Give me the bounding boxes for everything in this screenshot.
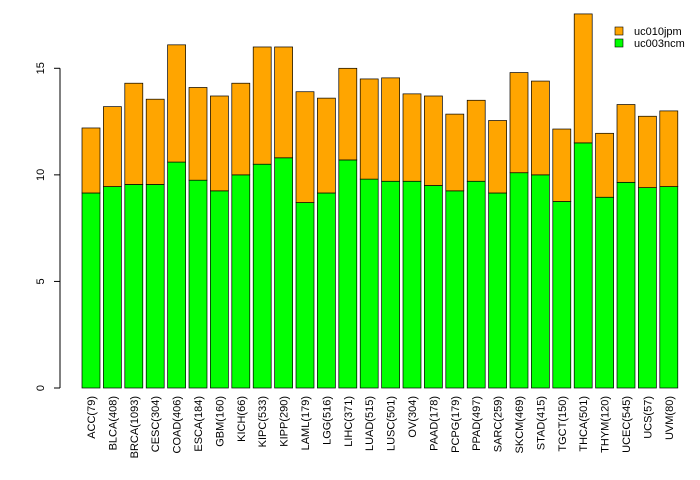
- x-tick-label: GBM(160): [214, 396, 226, 447]
- bar-uc010jpm-uvm-80: [659, 110, 679, 187]
- bar-uc010jpm-thca-501: [573, 13, 593, 144]
- bar-uc003ncm-uvm-80: [659, 186, 679, 389]
- bar-uc010jpm-lusc-501: [381, 77, 400, 182]
- x-tick-label: KIPC(533): [257, 396, 269, 447]
- x-tick-label: BRCA(1093): [129, 396, 141, 458]
- y-tick-label: 10: [35, 169, 47, 181]
- bar-uc003ncm-gbm-160: [210, 190, 229, 389]
- x-tick-label: ESCA(184): [193, 396, 205, 452]
- bar-uc003ncm-laml-179: [295, 202, 315, 389]
- x-tick-label: THYM(120): [600, 396, 612, 453]
- bar-uc003ncm-blca-408: [103, 186, 122, 389]
- bar-uc003ncm-luad-515: [359, 178, 379, 389]
- bar-uc003ncm-paad-178: [424, 185, 443, 389]
- x-tick-label: TGCT(150): [557, 396, 569, 452]
- x-tick-label: ACC(79): [86, 396, 98, 439]
- bar-uc010jpm-blca-408: [103, 106, 122, 187]
- y-axis: 0 5 10 15: [35, 62, 61, 391]
- bar-uc010jpm-ov-304: [402, 93, 422, 182]
- bar-uc003ncm-thca-501: [573, 142, 593, 389]
- bar-uc010jpm-lihc-371: [338, 67, 358, 161]
- bar-uc010jpm-coad-406: [167, 44, 186, 163]
- legend: uc010jpm uc003ncm: [614, 26, 685, 50]
- bar-uc010jpm-lgg-516: [317, 97, 336, 194]
- bar-uc003ncm-skcm-469: [509, 172, 529, 389]
- y-tick-label: 0: [35, 385, 47, 391]
- bar-uc010jpm-tgct-150: [552, 128, 572, 202]
- bar-uc010jpm-acc-79: [81, 127, 101, 194]
- bar-uc003ncm-kipp-290: [274, 157, 293, 389]
- x-tick-label: UCEC(545): [621, 396, 633, 453]
- bar-uc003ncm-ucs-57: [638, 187, 657, 389]
- x-tick-label: COAD(406): [172, 396, 184, 453]
- bar-uc010jpm-ucec-545: [616, 104, 636, 183]
- x-tick-label: KIPP(290): [279, 396, 291, 447]
- bar-uc003ncm-tgct-150: [552, 201, 572, 389]
- bar-uc010jpm-laml-179: [295, 91, 315, 203]
- bar-uc003ncm-thym-120: [595, 196, 614, 389]
- x-tick-label: LAML(179): [300, 396, 312, 450]
- legend-swatch-uc003ncm: [614, 38, 624, 48]
- bar-uc003ncm-acc-79: [81, 192, 101, 389]
- x-tick-label: STAD(415): [535, 396, 547, 450]
- bar-uc003ncm-kich-66: [231, 174, 251, 389]
- bar-uc003ncm-lusc-501: [381, 180, 400, 389]
- x-tick-label: KICH(66): [236, 396, 248, 442]
- x-tick-label: SKCM(469): [514, 396, 526, 453]
- bar-uc010jpm-paad-178: [424, 95, 443, 186]
- bar-uc010jpm-ppad-497: [466, 99, 486, 182]
- bar-uc010jpm-skcm-469: [509, 72, 529, 174]
- bar-uc003ncm-ucec-545: [616, 181, 636, 389]
- x-tick-label: PAAD(178): [428, 396, 440, 451]
- bar-uc003ncm-lgg-516: [317, 192, 336, 389]
- x-tick-label: THCA(501): [578, 396, 590, 452]
- bar-uc010jpm-kich-66: [231, 82, 251, 176]
- legend-swatch-uc010jpm: [614, 26, 624, 36]
- bar-uc003ncm-coad-406: [167, 161, 186, 389]
- x-tick-label: PPAD(497): [471, 396, 483, 451]
- x-tick-label: LUSC(501): [386, 396, 398, 451]
- bar-uc010jpm-luad-515: [359, 78, 379, 180]
- bar-uc003ncm-stad-415: [531, 174, 550, 389]
- legend-label-uc003ncm: uc003ncm: [634, 38, 685, 50]
- bar-uc010jpm-sarc-259: [488, 120, 507, 194]
- x-axis-labels: ACC(79) BLCA(408) BRCA(1093) CESC(304) COAD(…: [86, 396, 676, 458]
- bar-uc003ncm-kipc-533: [252, 163, 272, 389]
- x-tick-label: LGG(516): [321, 396, 333, 445]
- bar-uc010jpm-pcpg-179: [445, 113, 465, 192]
- bar-uc003ncm-sarc-259: [488, 192, 507, 389]
- bars: [81, 13, 679, 389]
- x-tick-label: CESC(304): [150, 396, 162, 452]
- x-tick-label: OV(304): [407, 396, 419, 438]
- x-tick-label: UVM(80): [664, 396, 676, 440]
- bar-uc003ncm-lihc-371: [338, 159, 358, 389]
- bar-uc003ncm-cesc-304: [145, 184, 165, 389]
- bar-uc010jpm-kipc-533: [252, 46, 272, 165]
- bar-uc010jpm-thym-120: [595, 132, 614, 198]
- y-tick-label: 5: [35, 278, 47, 284]
- x-tick-label: UCS(57): [642, 396, 654, 439]
- x-tick-label: LUAD(515): [364, 396, 376, 451]
- bar-uc003ncm-pcpg-179: [445, 190, 465, 389]
- bar-uc010jpm-gbm-160: [210, 95, 229, 192]
- bar-uc003ncm-ppad-497: [466, 180, 486, 389]
- bar-uc003ncm-ov-304: [402, 180, 422, 389]
- legend-label-uc010jpm: uc010jpm: [634, 26, 682, 38]
- bar-uc010jpm-brca-1093: [124, 82, 144, 185]
- bar-uc010jpm-esca-184: [188, 87, 208, 181]
- bar-uc010jpm-ucs-57: [638, 115, 657, 188]
- x-tick-label: SARC(259): [493, 396, 505, 452]
- y-tick-label: 15: [35, 62, 47, 74]
- bar-uc010jpm-cesc-304: [145, 98, 165, 185]
- bar-uc003ncm-brca-1093: [124, 184, 144, 389]
- x-tick-label: PCPG(179): [450, 396, 462, 453]
- x-tick-label: BLCA(408): [107, 396, 119, 450]
- bar-uc003ncm-esca-184: [188, 179, 208, 389]
- x-tick-label: LIHC(371): [343, 396, 355, 447]
- bar-uc010jpm-kipp-290: [274, 46, 293, 159]
- bar-uc010jpm-stad-415: [531, 80, 550, 176]
